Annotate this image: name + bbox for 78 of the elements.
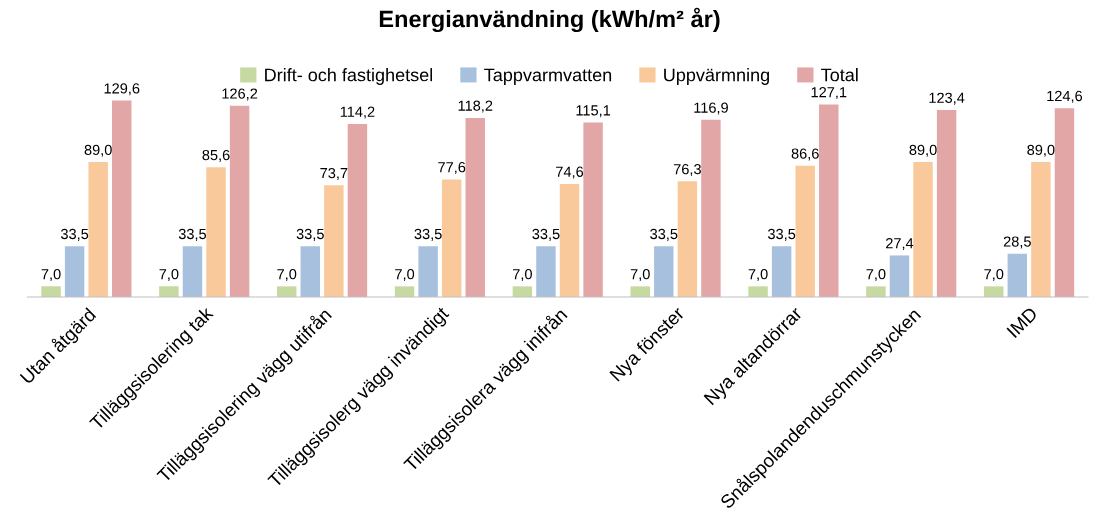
bar bbox=[819, 104, 839, 297]
data-label: 33,5 bbox=[296, 228, 324, 241]
bar bbox=[677, 181, 698, 297]
chart-title: Energianvändning (kWh/m² år) bbox=[379, 7, 720, 33]
bar bbox=[347, 123, 368, 297]
data-label: 127,1 bbox=[811, 87, 847, 100]
bar bbox=[441, 179, 462, 297]
bar bbox=[1031, 162, 1051, 297]
bar bbox=[583, 122, 603, 297]
bar bbox=[889, 255, 910, 297]
bar bbox=[630, 286, 650, 297]
data-label: 7,0 bbox=[630, 268, 650, 282]
data-label: 33,5 bbox=[650, 228, 678, 241]
data-label: 116,9 bbox=[694, 102, 728, 115]
bar bbox=[866, 286, 886, 297]
data-label: 7,0 bbox=[41, 268, 61, 282]
data-label: 7,0 bbox=[395, 268, 415, 282]
data-label: 77,6 bbox=[438, 162, 466, 175]
bar bbox=[324, 185, 344, 297]
bar bbox=[182, 246, 203, 297]
bar bbox=[771, 246, 792, 297]
bar bbox=[41, 286, 61, 297]
data-label: 33,5 bbox=[178, 228, 207, 241]
data-label: 89,0 bbox=[909, 144, 937, 157]
bar bbox=[559, 183, 580, 297]
bar bbox=[394, 286, 415, 297]
bar bbox=[418, 246, 438, 297]
legend-label: Tappvarmvatten bbox=[484, 68, 612, 85]
bar bbox=[984, 286, 1004, 297]
data-label: 89,0 bbox=[84, 144, 112, 157]
bar bbox=[701, 119, 721, 297]
data-label: 33,5 bbox=[768, 228, 796, 241]
data-label: 27,4 bbox=[886, 238, 914, 251]
bar bbox=[112, 100, 132, 297]
bar bbox=[88, 162, 108, 297]
data-label: 7,0 bbox=[748, 268, 768, 282]
bar bbox=[936, 110, 957, 297]
bar bbox=[300, 246, 321, 297]
bar bbox=[913, 162, 933, 297]
data-label: 74,6 bbox=[556, 166, 584, 179]
bar bbox=[536, 246, 556, 297]
legend-label: Drift- och fastighetsel bbox=[265, 68, 433, 85]
bar bbox=[654, 246, 674, 297]
data-label: 7,0 bbox=[984, 268, 1004, 282]
legend-label: Uppvärmning bbox=[664, 68, 769, 85]
bar bbox=[277, 286, 297, 297]
data-label: 7,0 bbox=[159, 268, 179, 282]
data-label: 89,0 bbox=[1027, 144, 1055, 157]
data-label: 33,5 bbox=[532, 228, 560, 241]
data-label: 7,0 bbox=[866, 268, 886, 282]
data-label: 33,5 bbox=[60, 228, 89, 241]
bar bbox=[1054, 108, 1075, 297]
bar bbox=[64, 246, 85, 297]
legend-label: Total bbox=[821, 68, 858, 82]
data-label: 86,6 bbox=[791, 148, 819, 161]
data-label: 7,0 bbox=[513, 268, 532, 282]
bar bbox=[512, 286, 533, 297]
bar bbox=[795, 165, 815, 297]
data-label: 124,6 bbox=[1047, 90, 1083, 103]
data-label: 85,6 bbox=[202, 149, 230, 162]
data-label: 7,0 bbox=[277, 268, 297, 282]
data-label: 118,2 bbox=[458, 100, 493, 113]
bar bbox=[206, 167, 226, 297]
bar bbox=[229, 105, 250, 297]
data-label: 129,6 bbox=[104, 83, 140, 96]
data-label: 114,2 bbox=[340, 106, 375, 119]
bar bbox=[1007, 253, 1028, 297]
bar bbox=[748, 286, 768, 297]
data-label: 126,2 bbox=[222, 88, 258, 101]
data-label: 28,5 bbox=[1003, 236, 1031, 249]
data-label: 76,3 bbox=[673, 163, 701, 177]
data-label: 73,7 bbox=[320, 167, 348, 180]
bar bbox=[465, 117, 485, 297]
data-label: 123,4 bbox=[929, 92, 965, 105]
data-label: 115,1 bbox=[576, 105, 611, 118]
x-tick-label: IMD bbox=[1006, 306, 1039, 338]
data-label: 33,5 bbox=[414, 228, 442, 241]
bar bbox=[159, 286, 179, 297]
